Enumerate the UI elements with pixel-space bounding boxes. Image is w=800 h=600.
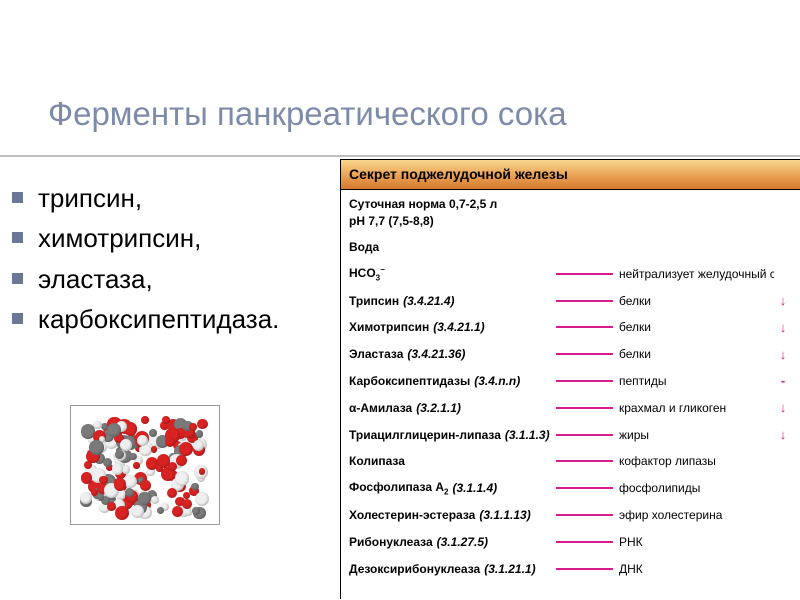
component-name: Вода (349, 240, 379, 254)
arrow-icon: - (774, 374, 792, 387)
ec-number: (3.4.21.1) (433, 320, 484, 334)
component-name: Колипаза (349, 454, 405, 468)
connector-line (556, 353, 613, 355)
table-row: Трипсин (3.4.21.4) белки↓ (349, 287, 792, 314)
component-name: α-Амилаза (349, 401, 412, 415)
component-name: Рибонуклеаза (349, 535, 433, 549)
ec-number: (3.4.21.4) (403, 294, 454, 308)
ec-number: (3.1.1.4) (452, 481, 497, 495)
title-underline (0, 155, 800, 157)
table-row: Рибонуклеаза (3.1.27.5) РНК (349, 528, 792, 555)
component-target: эфир холестерина (619, 508, 774, 522)
component-name-cell: Карбоксипептидазы (3.4.n.n) (349, 374, 554, 388)
connector-line (556, 541, 613, 543)
connector-line (556, 326, 613, 328)
table-row: Химотрипсин (3.4.21.1) белки↓ (349, 314, 792, 341)
page-title: Ферменты панкреатического сока (48, 95, 567, 133)
table-row: Колипаза кофактор липазы (349, 448, 792, 475)
component-name: Карбоксипептидазы (349, 374, 470, 388)
component-target: кофактор липазы (619, 454, 774, 468)
connector-line (556, 460, 613, 462)
component-name-cell: Трипсин (3.4.21.4) (349, 294, 554, 308)
list-item: карбоксипептидаза. (10, 299, 330, 339)
arrow-icon: ↓ (774, 294, 792, 307)
component-name-cell: Триацилглицерин-липаза (3.1.1.3) (349, 428, 554, 442)
pancreas-panel: Секрет поджелудочной железы Суточная нор… (340, 159, 800, 599)
table-row: α-Амилаза (3.2.1.1) крахмал и гликоген↓ (349, 394, 792, 421)
table-row: Эластаза (3.4.21.36) белки↓ (349, 341, 792, 368)
arrow-icon: ↓ (774, 428, 792, 441)
component-name: Трипсин (349, 294, 399, 308)
component-name-cell: Вода (349, 240, 554, 254)
ec-number: (3.2.1.1) (416, 401, 461, 415)
components-table: Вода HCO3− нейтрализует желудочный сок Трип… (341, 232, 800, 582)
component-target: нейтрализует желудочный сок (619, 267, 774, 281)
component-name-cell: Эластаза (3.4.21.36) (349, 347, 554, 361)
ec-number: (3.1.21.1) (484, 562, 535, 576)
component-target: РНК (619, 535, 774, 549)
table-row: Фосфолипаза A2 (3.1.1.4) фосфолипиды (349, 475, 792, 502)
connector-line (556, 407, 613, 409)
norm-line: pH 7,7 (7,5-8,8) (349, 213, 792, 230)
component-target: жиры (619, 428, 774, 442)
table-row: HCO3− нейтрализует желудочный сок (349, 260, 792, 287)
component-name: Триацилглицерин-липаза (349, 428, 501, 442)
component-target: белки (619, 294, 774, 308)
component-target: белки (619, 320, 774, 334)
component-name-cell: Холестерин-эстераза (3.1.1.13) (349, 508, 554, 522)
component-target: белки (619, 347, 774, 361)
component-name-cell: Химотрипсин (3.4.21.1) (349, 320, 554, 334)
connector-line (556, 380, 613, 382)
component-name-cell: Рибонуклеаза (3.1.27.5) (349, 535, 554, 549)
component-name: Дезоксирибонуклеаза (349, 562, 480, 576)
norm-line: Суточная норма 0,7-2,5 л (349, 196, 792, 213)
arrow-icon: ↓ (774, 348, 792, 361)
arrow-icon: ↓ (774, 401, 792, 414)
component-target: ДНК (619, 562, 774, 576)
component-name-cell: α-Амилаза (3.2.1.1) (349, 401, 554, 415)
component-target: крахмал и гликоген (619, 401, 774, 415)
connector-line (556, 514, 613, 516)
component-target: фосфолипиды (619, 481, 774, 495)
table-row: Дезоксирибонуклеаза (3.1.21.1) ДНК (349, 555, 792, 582)
component-target: пептиды (619, 374, 774, 388)
list-item: трипсин, (10, 178, 330, 218)
connector-line (556, 487, 613, 489)
enzyme-list: трипсин, химотрипсин, эластаза, карбокси… (10, 178, 330, 339)
arrow-icon: ↓ (774, 321, 792, 334)
table-row: Вода (349, 234, 792, 261)
connector-line (556, 300, 613, 302)
connector-line (556, 434, 613, 436)
table-row: Триацилглицерин-липаза (3.1.1.3) жиры↓ (349, 421, 792, 448)
component-name-cell: Дезоксирибонуклеаза (3.1.21.1) (349, 562, 554, 576)
component-name: Холестерин-эстераза (349, 508, 475, 522)
ec-number: (3.4.21.36) (407, 347, 465, 361)
norms-block: Суточная норма 0,7-2,5 л pH 7,7 (7,5-8,8… (341, 190, 800, 232)
connector-line (556, 568, 613, 570)
ec-number: (3.4.n.n) (474, 374, 520, 388)
connector-line (556, 273, 613, 275)
table-row: Холестерин-эстераза (3.1.1.13) эфир холест… (349, 502, 792, 529)
list-item: химотрипсин, (10, 218, 330, 258)
table-row: Карбоксипептидазы (3.4.n.n) пептиды- (349, 368, 792, 395)
list-item: эластаза, (10, 259, 330, 299)
component-name: Эластаза (349, 347, 403, 361)
component-name: HCO3− (349, 265, 385, 282)
ec-number: (3.1.27.5) (437, 535, 488, 549)
component-name-cell: Колипаза (349, 454, 554, 468)
component-name-cell: Фосфолипаза A2 (3.1.1.4) (349, 480, 554, 496)
component-name: Химотрипсин (349, 320, 429, 334)
molecule-image (70, 405, 220, 525)
panel-header: Секрет поджелудочной железы (341, 160, 800, 190)
component-name-cell: HCO3− (349, 265, 554, 282)
ec-number: (3.1.1.3) (505, 428, 550, 442)
ec-number: (3.1.1.13) (479, 508, 530, 522)
component-name: Фосфолипаза A2 (349, 480, 448, 496)
